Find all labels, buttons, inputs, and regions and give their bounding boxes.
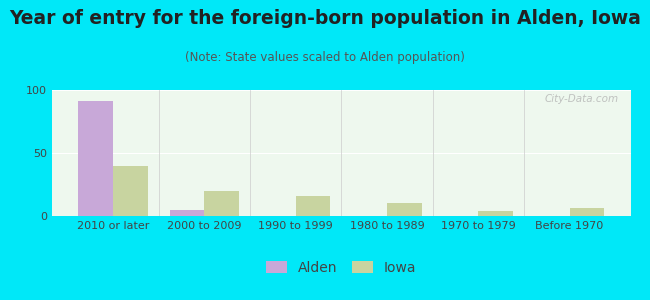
Bar	[113, 166, 148, 216]
Legend: Alden, Iowa: Alden, Iowa	[266, 261, 416, 274]
Bar	[204, 191, 239, 216]
Bar	[170, 210, 204, 216]
Text: (Note: State values scaled to Alden population): (Note: State values scaled to Alden popu…	[185, 51, 465, 64]
Bar	[78, 101, 113, 216]
Bar	[569, 208, 604, 216]
Text: City-Data.com: City-Data.com	[545, 94, 619, 104]
Bar	[387, 203, 422, 216]
Bar	[478, 211, 513, 216]
Text: Year of entry for the foreign-born population in Alden, Iowa: Year of entry for the foreign-born popul…	[9, 9, 641, 28]
Bar	[296, 196, 330, 216]
